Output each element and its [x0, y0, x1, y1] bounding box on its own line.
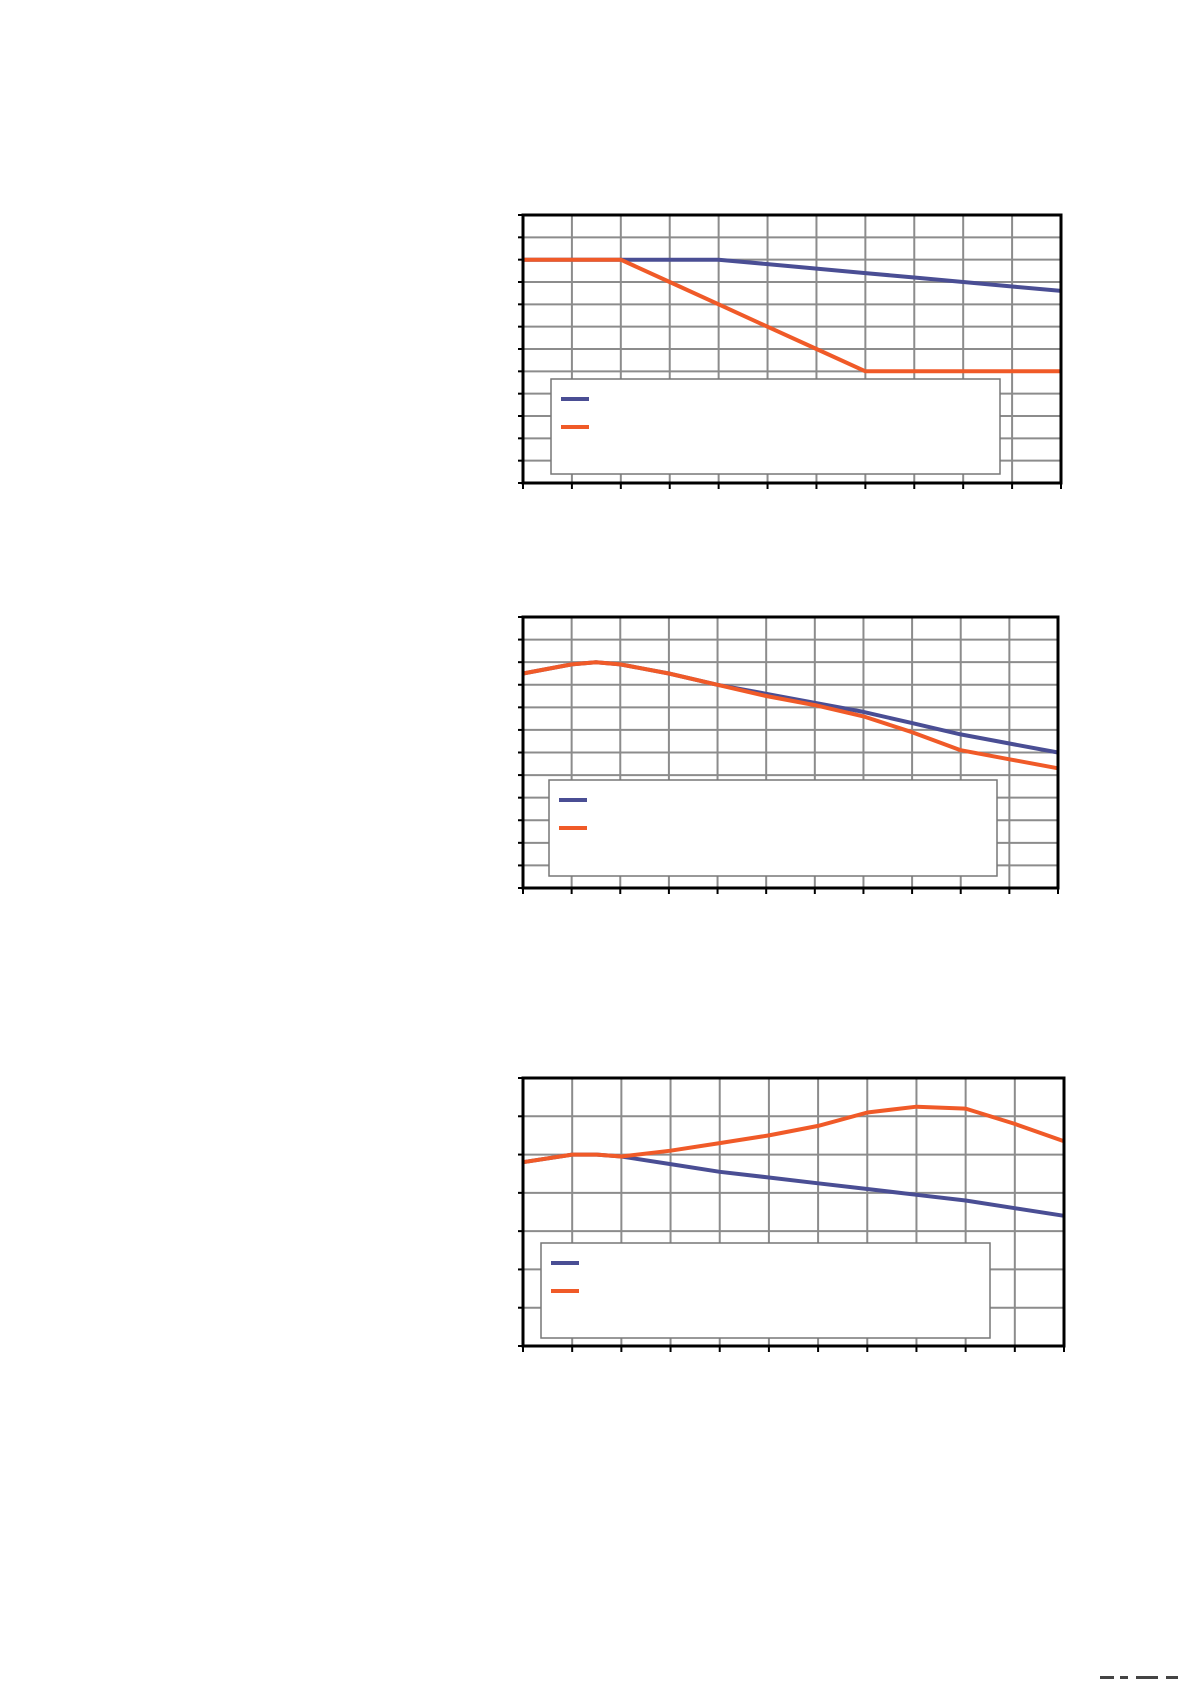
plot-frame	[521, 615, 1060, 890]
plot-frame	[521, 213, 1063, 485]
legend-box	[550, 378, 1001, 475]
legend	[540, 1242, 991, 1339]
chart-1	[518, 213, 1063, 489]
chart-3	[518, 1076, 1066, 1352]
legend-box	[540, 1242, 991, 1339]
series-line-2	[523, 257, 1061, 374]
legend	[548, 779, 998, 877]
plot-frame	[521, 1076, 1066, 1348]
legend	[550, 378, 1001, 475]
chart-2	[518, 615, 1060, 894]
series-line-1	[522, 1152, 1065, 1218]
page-footer-marks	[1100, 1676, 1180, 1680]
legend-box	[548, 779, 998, 877]
series-line-2	[522, 1104, 1065, 1165]
series-line-2	[522, 660, 1059, 771]
series-line-1	[523, 257, 1062, 293]
